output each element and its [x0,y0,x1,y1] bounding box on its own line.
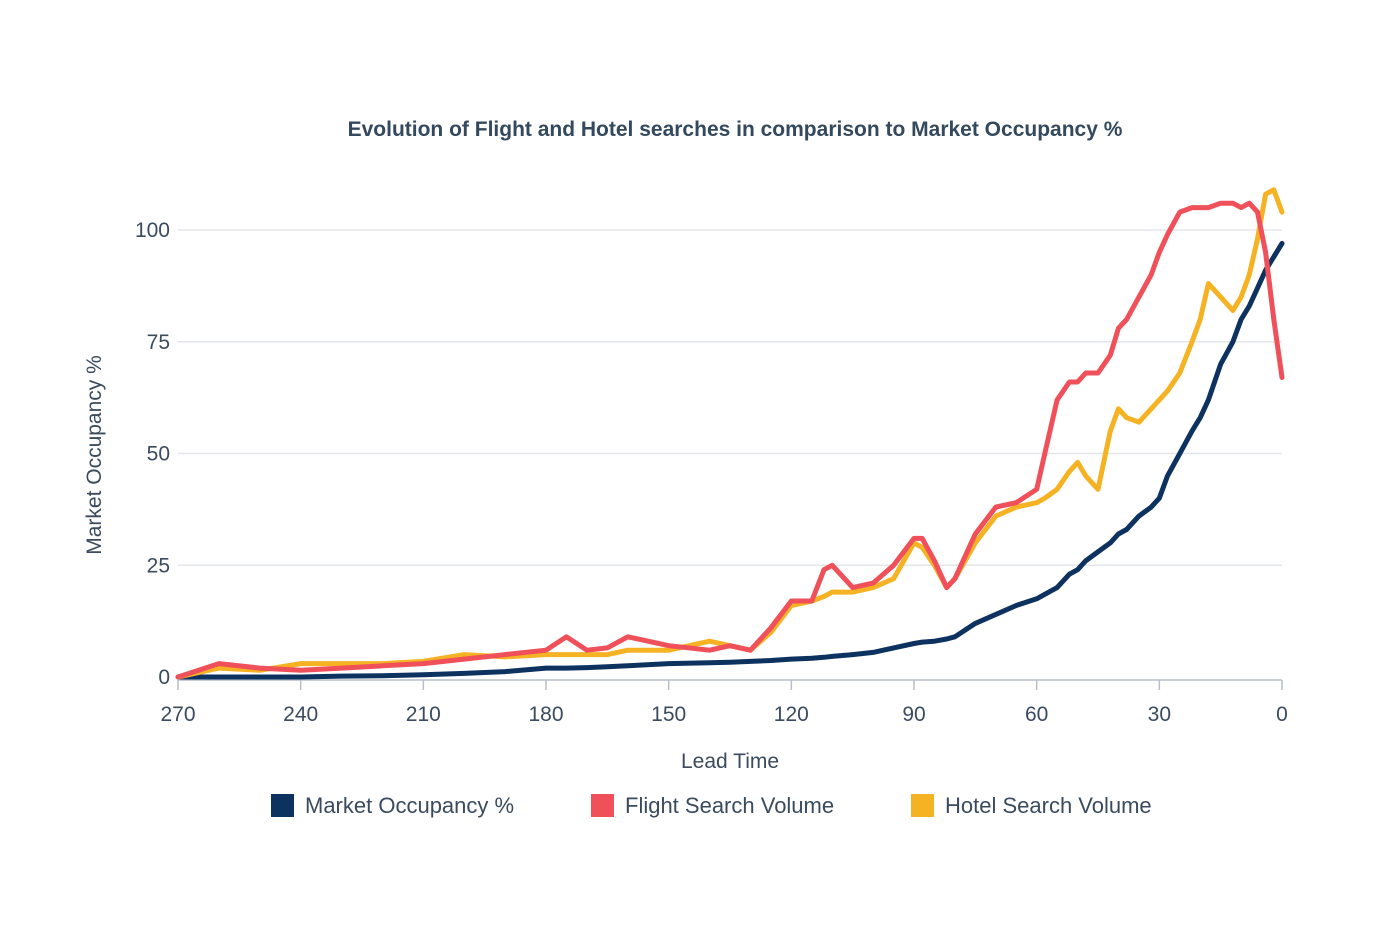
x-axis-ticks: 270 240 210 180 150 120 90 60 30 0 [160,680,1288,726]
x-tick-label: 60 [1025,703,1048,726]
y-axis-label: Market Occupancy % [83,355,106,555]
legend-swatch [591,794,614,817]
x-tick-label: 210 [406,703,441,726]
x-axis-label: Lead Time [681,750,779,773]
x-tick-label: 270 [160,703,195,726]
chart-title: Evolution of Flight and Hotel searches i… [348,118,1123,141]
y-tick-label: 75 [147,331,170,354]
legend-label: Market Occupancy % [305,793,514,818]
legend-swatch [911,794,934,817]
x-tick-label: 90 [902,703,925,726]
x-tick-label: 0 [1276,703,1288,726]
x-tick-label: 120 [774,703,809,726]
x-tick-label: 180 [528,703,563,726]
x-tick-label: 150 [651,703,686,726]
legend: Market Occupancy % Flight Search Volume Ho… [271,793,1152,818]
series-lines [175,187,1285,680]
series-line-hotel-search-volume [175,187,1285,680]
x-tick-label: 240 [283,703,318,726]
y-tick-label: 0 [158,666,170,689]
y-tick-label: 25 [147,554,170,577]
series-line-market-occupancy [175,240,1285,680]
legend-swatch [271,794,294,817]
y-tick-label: 100 [135,219,170,242]
series-line-flight-search-volume [175,200,1285,680]
legend-label: Flight Search Volume [625,793,834,818]
grid-lines [178,229,1282,566]
y-axis-ticks: 0 25 50 75 100 [135,219,170,689]
y-tick-label: 50 [147,443,170,466]
x-tick-label: 30 [1148,703,1171,726]
legend-label: Hotel Search Volume [945,793,1152,818]
